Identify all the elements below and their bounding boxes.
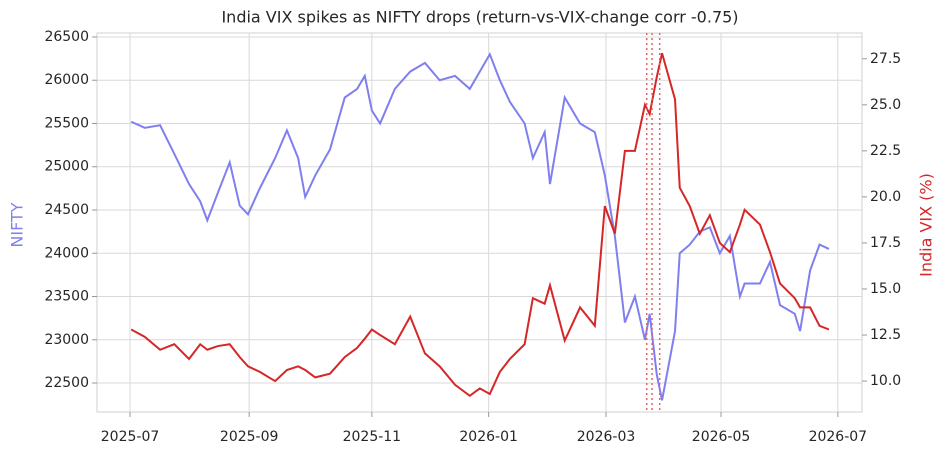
x-tick-label: 2025-09: [220, 429, 279, 445]
y-tick-label: 24000: [44, 245, 89, 261]
y-tick-label: 24500: [44, 202, 89, 218]
y2-tick-label: 20.0: [870, 189, 901, 205]
y2-tick-label: 22.5: [870, 143, 901, 159]
series-line: [130, 51, 830, 401]
x-tick-label: 2026-05: [692, 429, 751, 445]
series-line: [130, 52, 830, 398]
y2-axis-label: India VIX (%): [917, 173, 936, 277]
y-tick-label: 23000: [44, 332, 89, 348]
plot-area: [96, 32, 863, 413]
y-tick-label: 23500: [44, 289, 89, 305]
chart-title: India VIX spikes as NIFTY drops (return-…: [221, 8, 738, 27]
y2-tick-label: 27.5: [870, 51, 901, 67]
y2-tick-label: 15.0: [870, 281, 901, 297]
y2-tick-label: 17.5: [870, 235, 901, 251]
y-tick-label: 25000: [44, 159, 89, 175]
y-tick-label: 25500: [44, 115, 89, 131]
y2-tick-label: 25.0: [870, 97, 901, 113]
y-tick-label: 22500: [44, 375, 89, 391]
y-axis-label: NIFTY: [8, 202, 27, 247]
y2-tick-label: 12.5: [870, 327, 901, 343]
x-tick-label: 2026-03: [577, 429, 636, 445]
y-tick-label: 26000: [44, 72, 89, 88]
y-tick-label: 26500: [44, 29, 89, 45]
x-tick-label: 2025-07: [101, 429, 160, 445]
y2-tick-label: 10.0: [870, 373, 901, 389]
x-tick-label: 2026-07: [809, 429, 868, 445]
x-tick-label: 2025-11: [343, 429, 402, 445]
x-tick-label: 2026-01: [459, 429, 518, 445]
